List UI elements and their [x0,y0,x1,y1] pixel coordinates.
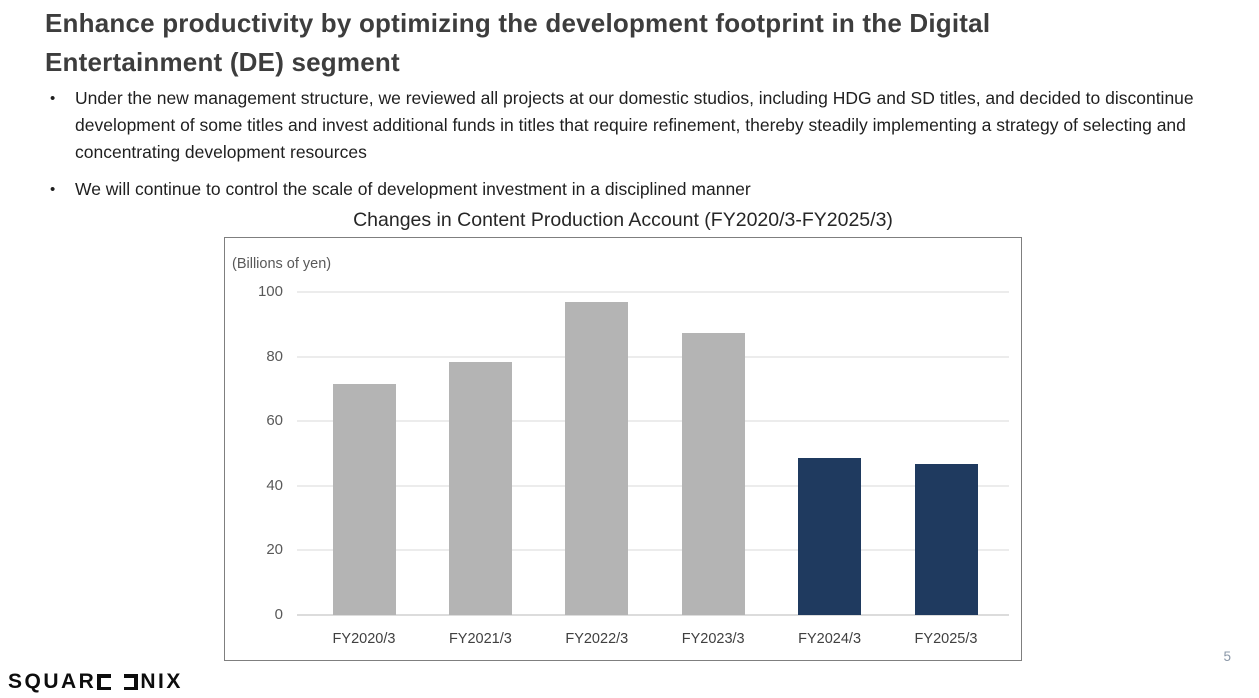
bullet-list: Under the new management structure, we r… [48,85,1208,213]
chart-title: Changes in Content Production Account (F… [353,209,893,231]
logo-letter-e-reversed-icon [123,674,138,690]
x-axis-tick-label: FY2021/3 [448,631,512,647]
y-axis-tick-label: 60 [266,412,283,430]
bar-FY2025/3 [914,464,978,615]
bar-FY2023/3 [681,332,745,615]
x-axis-tick-label: FY2023/3 [681,631,745,647]
logo-letter-e-icon [96,674,111,690]
page-title: Enhance productivity by optimizing the d… [45,4,1215,82]
page-number: 5 [1223,649,1231,664]
x-axis-tick-label: FY2025/3 [914,631,978,647]
page-title-line2: Entertainment (DE) segment [45,47,400,77]
logo-text-part1: SQUAR [8,670,97,693]
bullet-item: We will continue to control the scale of… [48,176,1208,203]
logo-red-bar [102,680,109,684]
bullet-item: Under the new management structure, we r… [48,85,1208,166]
bar-FY2024/3 [798,458,862,615]
y-axis-tick-label: 20 [266,541,283,559]
gridline-y20 [297,549,1009,552]
y-axis-tick-label: 80 [266,347,283,365]
bar-FY2022/3 [565,302,629,615]
page-title-line1: Enhance productivity by optimizing the d… [45,8,991,38]
chart: (Billions of yen) 0 20 40 60 80 100 FY2020/3 FY… [224,237,1022,661]
y-axis-tick-label: 0 [274,606,283,623]
gridline-y80 [297,355,1009,358]
gridline-y0 [297,614,1009,616]
square-enix-logo: SQUAR NIX [8,670,183,693]
y-axis-tick-label: 100 [257,283,283,300]
gridline-y100 [297,291,1009,293]
x-axis-tick-label: FY2024/3 [798,631,862,647]
gridline-y60 [297,420,1009,423]
bar-FY2021/3 [448,361,512,615]
logo-text-part2: NIX [140,670,183,693]
y-axis-tick-label: 40 [266,476,283,494]
chart-unit-label: (Billions of yen) [232,256,332,272]
bar-FY2020/3 [332,384,396,615]
x-axis-tick-label: FY2020/3 [332,631,396,647]
x-axis-tick-label: FY2022/3 [565,631,629,647]
gridline-y40 [297,484,1009,487]
logo-red-bar [126,680,133,684]
